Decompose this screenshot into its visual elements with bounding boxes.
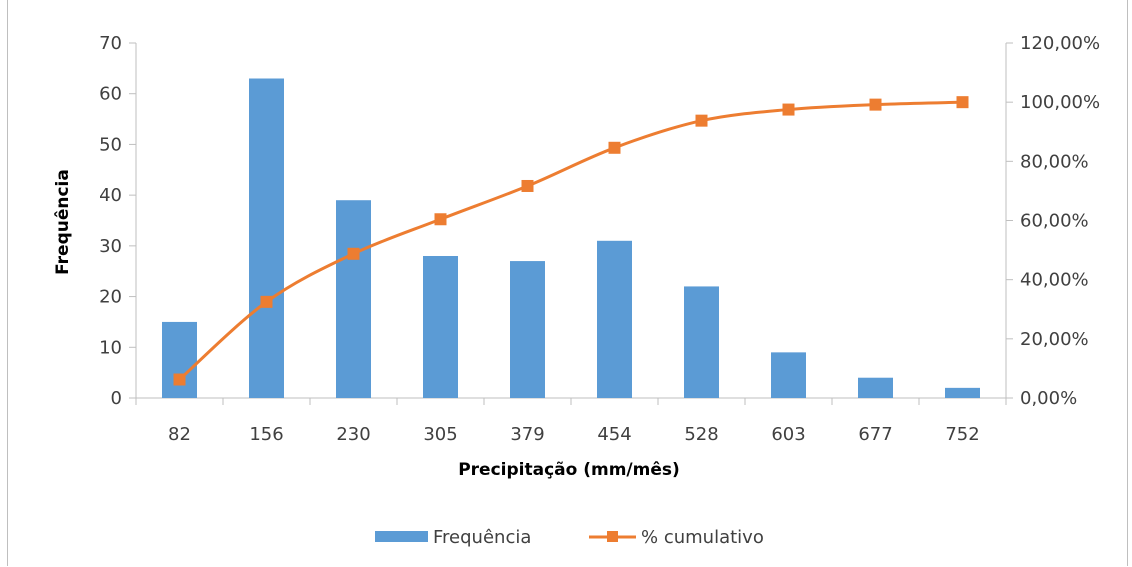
x-tick-label: 82	[168, 424, 191, 445]
y-tick-label: 70	[99, 33, 122, 54]
y2-tick-label: 20,00%	[1020, 329, 1089, 350]
bars-layer	[162, 78, 980, 398]
x-tick-label: 528	[684, 424, 718, 445]
y-tick-label: 60	[99, 84, 122, 105]
x-tick-label: 677	[858, 424, 892, 445]
y2-tick-label: 80,00%	[1020, 151, 1089, 172]
cumulative-marker	[869, 98, 882, 111]
x-tick-label: 379	[510, 424, 544, 445]
cumulative-marker	[956, 96, 969, 109]
line-layer	[173, 96, 969, 386]
y-tick-label: 50	[99, 134, 122, 155]
cumulative-line	[178, 100, 963, 381]
cumulative-marker	[173, 373, 186, 386]
cumulative-marker	[434, 213, 447, 226]
y-tick-label: 30	[99, 236, 122, 257]
legend-swatch-frequencia	[375, 531, 428, 542]
legend-marker-cumulativo	[607, 531, 618, 542]
y2-tick-label: 100,00%	[1020, 92, 1100, 113]
legend: Frequência % cumulativo	[375, 527, 764, 548]
legend-label-frequencia: Frequência	[433, 527, 531, 548]
chart-frame	[7, 0, 1128, 566]
labels-layer: 0 10 20 30 40 50 60 70 0,00% 20,00% 40,00% 60,00% 80…	[99, 33, 1100, 445]
x-tick-label: 230	[336, 424, 370, 445]
y-tick-label: 10	[99, 337, 122, 358]
y-axis-title: Frequência	[53, 169, 73, 275]
y2-tick-label: 120,00%	[1020, 33, 1100, 54]
y2-tick-label: 40,00%	[1020, 270, 1089, 291]
cumulative-marker	[608, 141, 621, 154]
x-tick-label: 603	[771, 424, 805, 445]
bar	[162, 321, 197, 398]
y-tick-label: 40	[99, 185, 122, 206]
bar	[510, 261, 545, 398]
x-tick-label: 305	[423, 424, 457, 445]
x-tick-label: 752	[945, 424, 979, 445]
x-tick-label: 156	[249, 424, 283, 445]
cumulative-marker	[260, 295, 273, 308]
cumulative-marker	[782, 103, 795, 116]
bar	[684, 286, 719, 398]
bar	[423, 256, 458, 398]
bar	[858, 377, 893, 398]
y-tick-label: 20	[99, 287, 122, 308]
cumulative-marker	[521, 179, 534, 192]
bar	[249, 78, 284, 398]
y-tick-label: 0	[111, 388, 122, 409]
x-axis-title: Precipitação (mm/mês)	[458, 460, 680, 480]
y2-tick-label: 0,00%	[1020, 388, 1077, 409]
y2-tick-label: 60,00%	[1020, 211, 1089, 232]
x-tick-label: 454	[597, 424, 631, 445]
cumulative-marker	[695, 114, 708, 127]
legend-label-cumulativo: % cumulativo	[641, 527, 764, 548]
bar	[945, 387, 980, 398]
bar	[336, 200, 371, 398]
bar	[771, 352, 806, 398]
bar	[597, 240, 632, 398]
cumulative-marker	[347, 247, 360, 260]
